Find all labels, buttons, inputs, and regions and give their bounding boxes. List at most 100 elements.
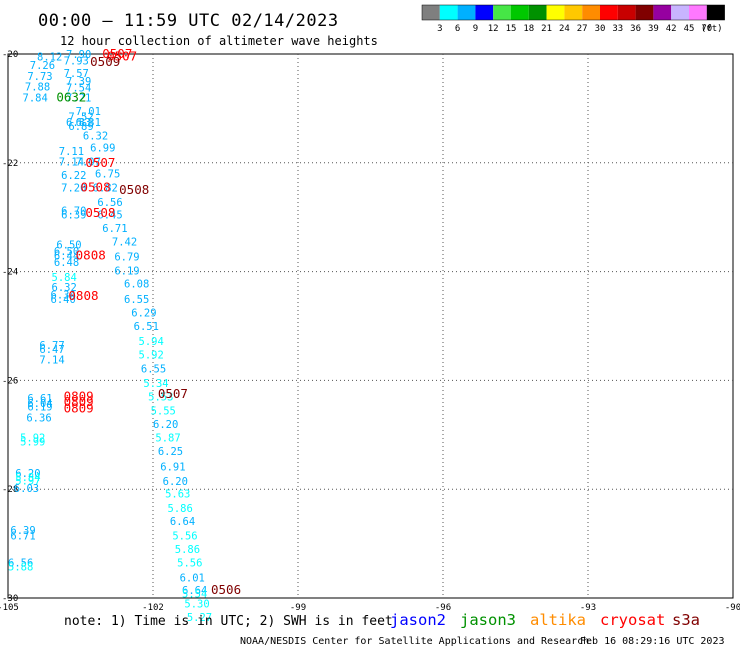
scale-label: 15 [506, 24, 517, 34]
wave-height-label: 5.56 [172, 530, 197, 542]
pass-time-label: 0508 [119, 182, 149, 197]
wave-height-label: 6.99 [90, 143, 115, 155]
wave-height-label: 5.92 [139, 349, 164, 361]
wave-height-label: 6.71 [10, 530, 35, 542]
wave-height-label: 5.92 [20, 433, 45, 445]
pass-time-label: 0509 [90, 54, 120, 69]
pass-time-label: 0506 [211, 582, 241, 597]
wave-height-label: 6.01 [180, 572, 205, 584]
wave-height-label: 6.56 [8, 558, 33, 570]
wave-height-label: 6.19 [114, 266, 139, 278]
wave-height-label: 6.79 [114, 251, 139, 263]
wave-height-label: 6.55 [124, 294, 149, 306]
wave-height-label: 7.39 [66, 76, 91, 88]
wave-height-label: 7.20 [61, 182, 86, 194]
y-tick-label: -20 [2, 50, 18, 60]
x-tick-label: -93 [580, 603, 596, 613]
pass-time-label: 0508 [85, 205, 115, 220]
pass-time-label: 0507 [107, 49, 137, 64]
wave-height-label: 6.31 [76, 117, 101, 129]
wave-height-label: 6.20 [153, 419, 178, 431]
wave-height-label: 5.84 [52, 272, 77, 284]
wave-height-label: 6.39 [61, 209, 86, 221]
legend-cryosat: cryosat [600, 611, 665, 629]
wave-height-label: 6.40 [51, 294, 76, 306]
color-swatch [493, 5, 511, 20]
wave-height-label: 6.20 [163, 476, 188, 488]
wave-height-label: 6.64 [170, 516, 195, 528]
color-swatch [546, 5, 565, 20]
wave-height-label: 5.56 [177, 558, 202, 570]
wave-height-label: 6.56 [97, 197, 122, 209]
wave-height-label: 6.50 [54, 246, 79, 258]
color-swatch [439, 5, 458, 20]
wave-height-label: 7.52 [68, 112, 93, 124]
pass-time-label: 0809 [64, 401, 94, 416]
wave-height-label: 8.12 [37, 52, 62, 64]
y-tick-label: -26 [2, 376, 18, 386]
legend-jason3: jason3 [460, 611, 516, 629]
credit-text: NOAA/NESDIS Center for Satellite Applica… [240, 636, 589, 647]
x-tick-label: -102 [142, 603, 164, 613]
color-swatch [600, 5, 618, 20]
wave-height-label: 6.44 [54, 250, 79, 262]
wave-height-label: 6.03 [14, 483, 39, 495]
scale-label: 27 [577, 24, 588, 34]
scale-border [421, 4, 725, 21]
wave-height-label: 6.77 [39, 340, 64, 352]
data-marks: 8.12 7.907.93 7.267.73 7.577.39 7.88 7.54 7.84… [8, 46, 241, 624]
scale-label: 6 [455, 24, 460, 34]
pass-time-label: 0507 [85, 155, 115, 170]
wave-height-label: 7.14 [39, 355, 64, 367]
wave-height-label: 6.91 [160, 461, 185, 473]
legend-altika: altika [530, 611, 586, 629]
y-tick-label: -22 [2, 159, 18, 169]
wave-height-label: 7.26 [30, 60, 55, 72]
pass-time-label: 0808 [68, 288, 98, 303]
wave-height-label: 6.25 [158, 446, 183, 458]
wave-height-label: 6.83 [66, 117, 91, 129]
wave-height-label: 6.75 [95, 169, 120, 181]
y-tick-label: -28 [2, 485, 18, 495]
scale-label: 12 [488, 24, 499, 34]
wave-height-label: 6.70 [61, 206, 86, 218]
wave-height-label: 7.14 [59, 157, 84, 169]
color-swatch [528, 5, 547, 20]
pass-time-label: 0808 [76, 247, 106, 262]
x-tick-label: -90 [725, 603, 740, 613]
scale-label: 18 [523, 24, 534, 34]
wave-height-label: 7.88 [25, 82, 50, 94]
color-scale-bar: 3 6 9 12 15 18 21 24 27 30 33 36 39 42 45 70(ft) [421, 4, 725, 34]
color-swatch [706, 5, 725, 20]
wave-height-label: 5.55 [151, 405, 176, 417]
wave-height-label: 5.53 [148, 392, 173, 404]
y-tick-label: -24 [2, 268, 18, 278]
wave-height-label: 6.19 [27, 402, 52, 414]
wave-height-label: 5.87 [155, 433, 180, 445]
scale-label: 30 [595, 24, 606, 34]
scale-label: 42 [666, 24, 677, 34]
plot-area: -105 -102 -99 -96 -93 -90 -20 -22 -24 -26 -28 -30 8… [0, 46, 740, 624]
wave-height-label: 6.39 [10, 525, 35, 537]
wave-height-label: 6.50 [56, 239, 81, 251]
color-swatch [457, 5, 476, 20]
wave-height-label: 6.55 [141, 363, 166, 375]
color-swatch [564, 5, 583, 20]
wave-height-label: 6.36 [26, 412, 51, 424]
wave-height-label: 5.27 [187, 612, 212, 624]
footnote: note: 1) Time is in UTC; 2) SWH is in fe… [64, 614, 393, 629]
wave-height-label: 5.86 [168, 503, 193, 515]
x-tick-label: -96 [435, 603, 451, 613]
x-tick-label: -105 [0, 603, 19, 613]
wave-height-label: 7.11 [59, 146, 84, 158]
pass-time-label: 0508 [81, 179, 111, 194]
scale-label: 70 [701, 24, 712, 34]
wave-height-label: 7.07 [76, 157, 101, 169]
wave-height-label: 6.32 [52, 282, 77, 294]
scale-label: 45 [684, 24, 695, 34]
generated-timestamp: Feb 16 08:29:16 UTC 2023 [580, 636, 725, 647]
legend-jason2: jason2 [390, 611, 446, 629]
y-tick-label: -30 [2, 594, 18, 604]
wave-height-label: 7.01 [76, 106, 101, 118]
